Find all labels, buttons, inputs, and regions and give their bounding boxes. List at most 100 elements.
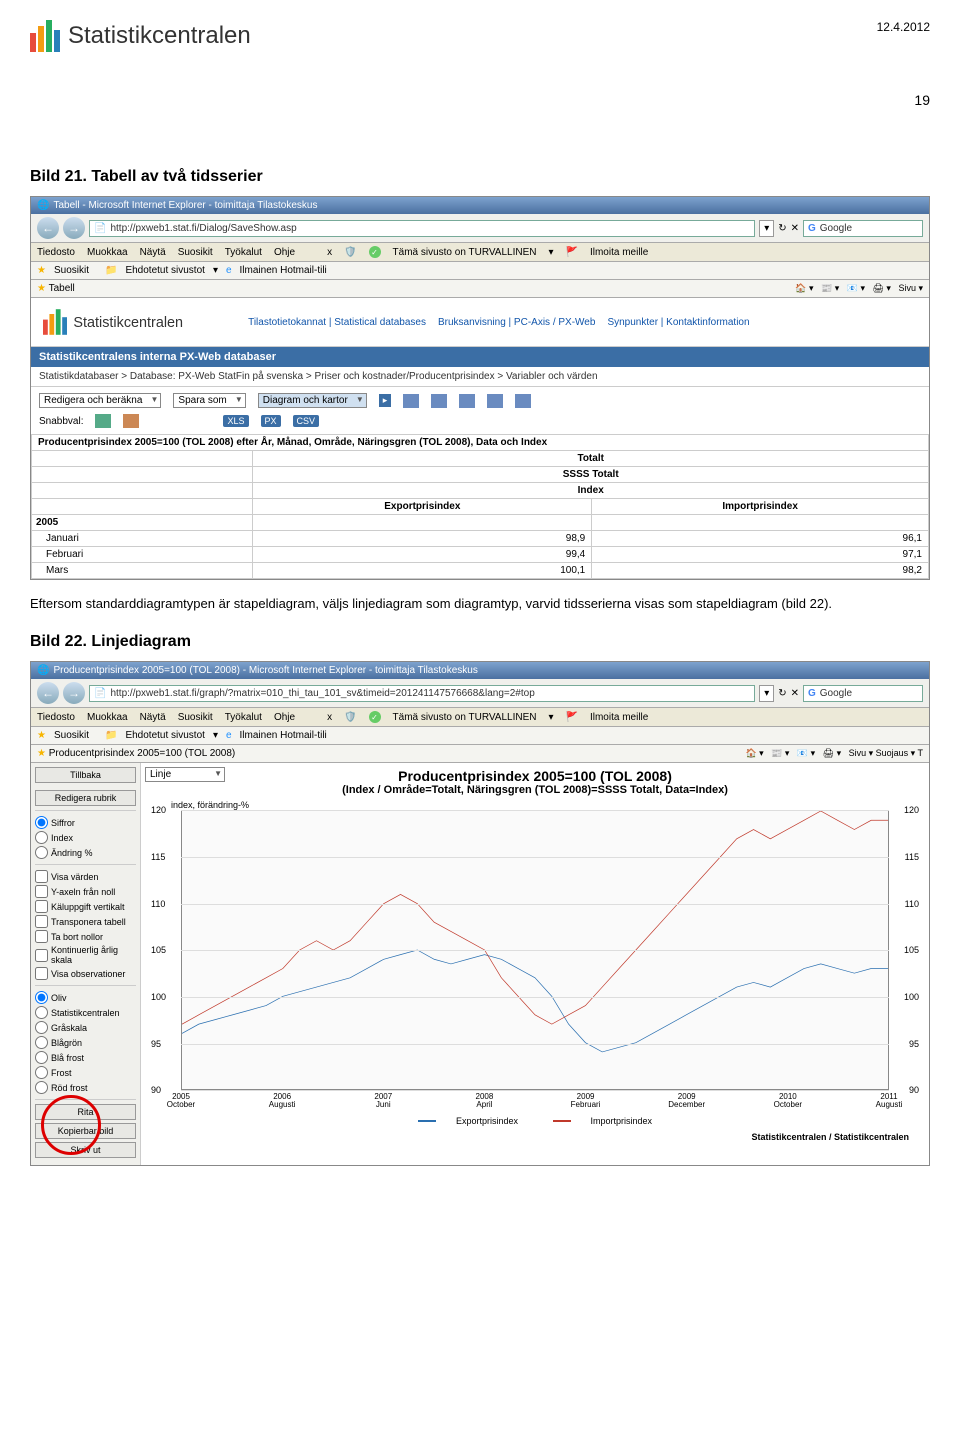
menu-tyokalut[interactable]: Työkalut — [225, 247, 262, 258]
snabbval-label: Snabbval: — [39, 416, 83, 427]
tool-icon-3[interactable] — [459, 394, 475, 408]
favorites-icon[interactable]: ★ — [37, 265, 46, 276]
back-button[interactable]: ← — [37, 217, 59, 239]
report-link[interactable]: Ilmoita meille — [590, 247, 648, 258]
window-titlebar: 🌐 Tabell - Microsoft Internet Explorer -… — [31, 197, 929, 214]
chart-credit: Statistikcentralen / Statistikcentralen — [151, 1130, 919, 1144]
tool-icon-2[interactable] — [431, 394, 447, 408]
format-csv[interactable]: CSV — [293, 415, 320, 427]
page-icon: 📄 — [94, 223, 106, 234]
radio-andring[interactable]: Ändring % — [35, 845, 136, 860]
menu-muokkaa[interactable]: Muokkaa — [87, 712, 128, 723]
select-chart[interactable]: Diagram och kartor — [258, 393, 367, 408]
chart-plot: 9090959510010010510511011011511512012020… — [151, 810, 919, 1110]
ie-icon: 🌐 — [37, 665, 49, 676]
legend-import: Importprisindex — [591, 1116, 653, 1126]
tool-icon-4[interactable] — [487, 394, 503, 408]
page-tools[interactable]: 🏠 ▾ 📰 ▾ 📧 ▾ 🖨 ▾ Sivu ▾ — [795, 283, 923, 294]
menu-tyokalut[interactable]: Työkalut — [225, 712, 262, 723]
check-transpose[interactable]: Transponera tabell — [35, 914, 136, 929]
search-box[interactable]: G Google — [803, 220, 923, 237]
check-visa-varden[interactable]: Visa värden — [35, 869, 136, 884]
check-observations[interactable]: Visa observationer — [35, 966, 136, 981]
redigera-button[interactable]: Redigera rubrik — [35, 790, 136, 806]
link-contact[interactable]: Synpunkter | Kontaktinformation — [607, 317, 749, 328]
link-manual[interactable]: Bruksanvisning | PC-Axis / PX-Web — [438, 317, 595, 328]
stop-icon[interactable]: ✕ — [791, 223, 799, 234]
menu-nayta[interactable]: Näytä — [140, 247, 166, 258]
radio-gra[interactable]: Gråskala — [35, 1020, 136, 1035]
radio-oliv[interactable]: Oliv — [35, 990, 136, 1005]
address-bar[interactable]: 📄 http://pxweb1.stat.fi/Dialog/SaveShow.… — [89, 220, 755, 237]
select-save[interactable]: Spara som — [173, 393, 245, 408]
quick-icon-2[interactable] — [123, 414, 139, 428]
forward-button[interactable]: → — [63, 682, 85, 704]
menu-tiedosto[interactable]: Tiedosto — [37, 247, 75, 258]
page-number: 19 — [0, 92, 930, 108]
favorites-icon[interactable]: ★ — [37, 730, 46, 741]
format-xls[interactable]: XLS — [223, 415, 248, 427]
tab-label[interactable]: Tabell — [49, 283, 75, 294]
data-table: Producentprisindex 2005=100 (TOL 2008) e… — [31, 434, 929, 579]
page-tools-2[interactable]: 🏠 ▾ 📰 ▾ 📧 ▾ 🖨 ▾ Sivu ▾ Suojaus ▾ T — [745, 748, 923, 759]
google-icon: G — [808, 223, 816, 234]
rita-button[interactable]: Rita — [35, 1104, 136, 1120]
refresh-icon[interactable]: ↻ — [778, 223, 786, 234]
stop-icon[interactable]: ✕ — [791, 688, 799, 699]
check-remove-zeros[interactable]: Ta bort nollor — [35, 929, 136, 944]
heading-bild21: Bild 21. Tabell av två tidsserier — [30, 168, 930, 186]
skriv-button[interactable]: Skriv ut — [35, 1142, 136, 1158]
hdr-index: Index — [253, 483, 929, 499]
menu-nayta[interactable]: Näytä — [140, 712, 166, 723]
chart-type-select[interactable]: Linje — [145, 767, 225, 782]
window-titlebar-2: 🌐 Producentprisindex 2005=100 (TOL 2008)… — [31, 662, 929, 679]
radio-blafrost[interactable]: Blå frost — [35, 1050, 136, 1065]
tab-label-2[interactable]: Producentprisindex 2005=100 (TOL 2008) — [49, 748, 236, 759]
tool-icon-1[interactable] — [403, 394, 419, 408]
radio-index[interactable]: Index — [35, 830, 136, 845]
select-edit[interactable]: Redigera och beräkna — [39, 393, 161, 408]
check-continuous[interactable]: Kontinuerlig årlig skala — [35, 944, 136, 966]
check-yaxis-zero[interactable]: Y-axeln från noll — [35, 884, 136, 899]
menu-muokkaa[interactable]: Muokkaa — [87, 247, 128, 258]
menu-suosikit[interactable]: Suosikit — [178, 247, 213, 258]
radio-frost[interactable]: Frost — [35, 1065, 136, 1080]
ie-icon: 🌐 — [37, 200, 49, 211]
quick-icon-1[interactable] — [95, 414, 111, 428]
link-databases[interactable]: Tilastotietokannat | Statistical databas… — [248, 317, 426, 328]
menu-ohje[interactable]: Ohje — [274, 712, 295, 723]
search-box-2[interactable]: G Google — [803, 685, 923, 702]
refresh-icon[interactable]: ↻ — [778, 688, 786, 699]
addr-dropdown[interactable]: ▾ — [759, 220, 774, 237]
report-link[interactable]: Ilmoita meille — [590, 712, 648, 723]
url-text: http://pxweb1.stat.fi/Dialog/SaveShow.as… — [110, 223, 296, 234]
forward-button[interactable]: → — [63, 217, 85, 239]
ie-small-icon: e — [226, 730, 232, 741]
kopierbar-button[interactable]: Kopierbar bild — [35, 1123, 136, 1139]
fav-suggested[interactable]: Ehdotetut sivustot — [125, 265, 205, 276]
radio-rodfrost[interactable]: Röd frost — [35, 1080, 136, 1095]
menu-tiedosto[interactable]: Tiedosto — [37, 712, 75, 723]
fav-hotmail[interactable]: Ilmainen Hotmail-tili — [240, 265, 327, 276]
chart-title: Producentprisindex 2005=100 (TOL 2008) — [151, 768, 919, 784]
back-button[interactable]: ← — [37, 682, 59, 704]
menu-ohje[interactable]: Ohje — [274, 247, 295, 258]
menu-suosikit[interactable]: Suosikit — [178, 712, 213, 723]
google-icon: G — [808, 688, 816, 699]
address-bar-2[interactable]: 📄 http://pxweb1.stat.fi/graph/?matrix=01… — [89, 685, 755, 702]
table-row: Februari99,497,1 — [32, 547, 929, 563]
addr-dropdown[interactable]: ▾ — [759, 685, 774, 702]
tillbaka-button[interactable]: Tillbaka — [35, 767, 136, 783]
favorites-label[interactable]: Suosikit — [54, 265, 89, 276]
ie-small-icon: e — [226, 265, 232, 276]
radio-sc[interactable]: Statistikcentralen — [35, 1005, 136, 1020]
help-icon[interactable] — [515, 394, 531, 408]
db-banner: Statistikcentralens interna PX-Web datab… — [31, 347, 929, 367]
format-px[interactable]: PX — [261, 415, 281, 427]
go-button[interactable]: ▸ — [379, 394, 392, 407]
body-paragraph: Eftersom standarddiagramtypen är stapeld… — [30, 595, 930, 613]
check-vertical[interactable]: Käluppgift vertikalt — [35, 899, 136, 914]
chart-ylabel: index, förändring-% — [171, 800, 919, 810]
radio-siffror[interactable]: Siffror — [35, 815, 136, 830]
radio-blagron[interactable]: Blågrön — [35, 1035, 136, 1050]
